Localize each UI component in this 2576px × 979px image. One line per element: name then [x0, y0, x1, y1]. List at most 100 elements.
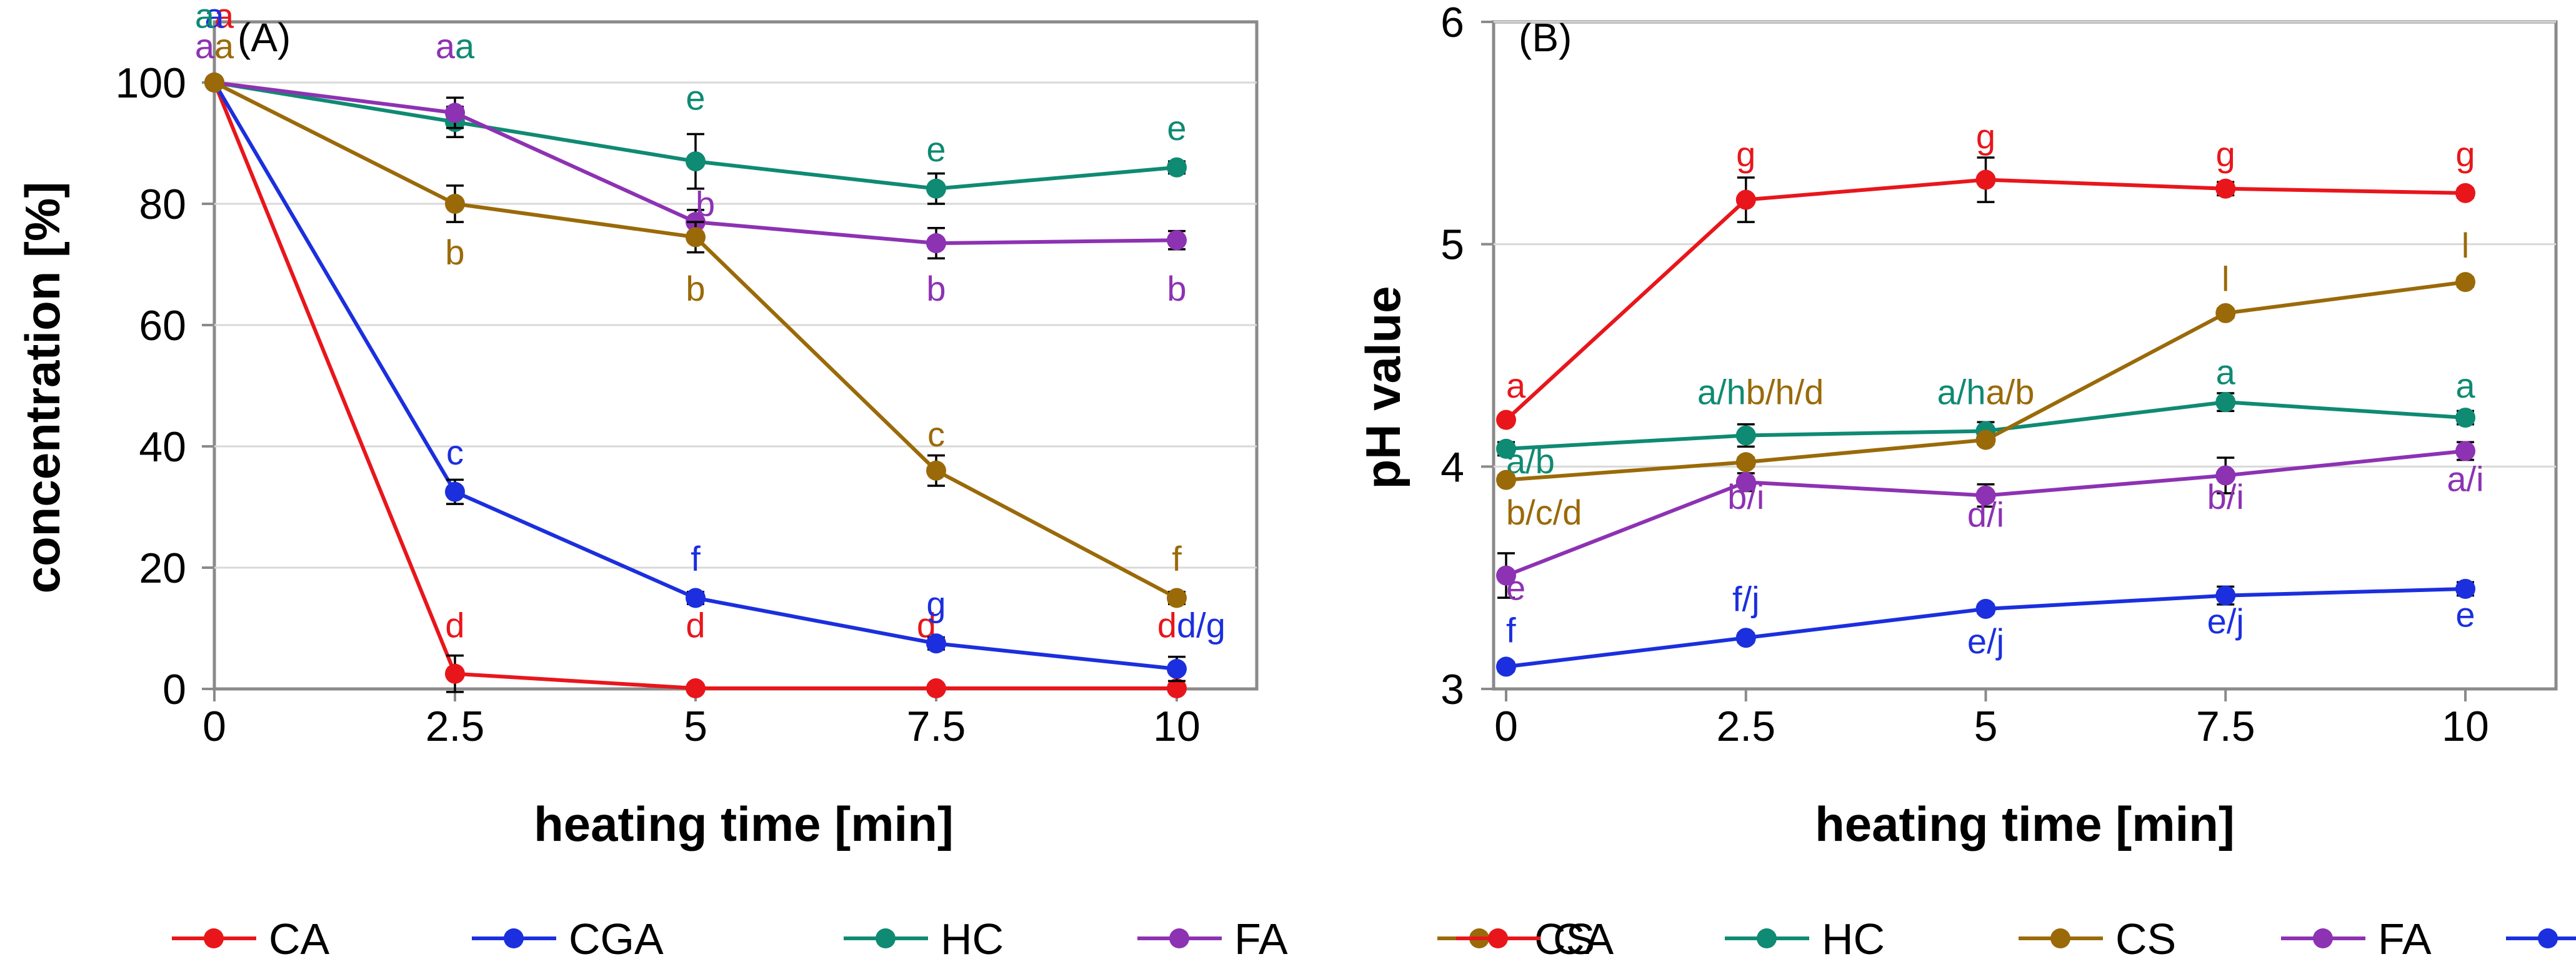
panel-a-data-point-hc — [686, 151, 706, 172]
panel-a-series-ca: ad d d d — [204, 0, 1187, 699]
panel-a-significance-label-fa: b — [696, 184, 715, 223]
panel-a-legend-label-cs: CS — [1534, 915, 1595, 963]
panel-b-significance-label-hc: a/h — [1937, 373, 1986, 412]
panel-a-x-axis-label: heating time [min] — [534, 796, 954, 851]
panel-b-data-point-cs — [1496, 469, 1516, 490]
panel-b-legend-item-fa: FA — [2281, 915, 2432, 963]
panel-a-x-tick-label: 0 — [202, 703, 226, 750]
panel-a-legend-item-ca: CA — [172, 915, 330, 963]
panel-a-legend-label-hc: HC — [941, 915, 1004, 963]
panel-b-y-tick-label: 3 — [1440, 666, 1464, 713]
panel-a-y-tick-label: 20 — [139, 545, 186, 592]
panel-a-data-point-cga — [686, 588, 706, 608]
panel-a-concentration-chart: (A) heating time [min] concentration [%]… — [15, 0, 1595, 963]
panel-b-data-point-cga — [1496, 656, 1516, 677]
panel-b-y-tick-label: 5 — [1440, 221, 1464, 269]
panel-b-legend-swatch-marker-cga — [2538, 928, 2558, 948]
panel-a-data-point-hc — [926, 178, 946, 199]
panel-a-significance-label-cga: a — [204, 0, 224, 36]
panel-a-data-point-cs — [1167, 588, 1187, 608]
panel-a-significance-label-hc: e — [1167, 108, 1186, 148]
panel-b-significance-label-fa: d/i — [1967, 495, 2004, 534]
panel-a-data-point-cga — [926, 633, 946, 654]
panel-a-significance-label-fa: b — [1167, 269, 1186, 308]
panel-a-series-cga: a c f g d/g — [204, 0, 1226, 683]
panel-b-legend-item-hc: HC — [1725, 915, 1885, 963]
panel-a-title: (A) — [237, 15, 291, 60]
panel-b-significance-label-cs: a/b — [1986, 373, 2035, 412]
panel-b-x-tick-label: 0 — [1494, 703, 1518, 750]
panel-a-significance-label-fa: a — [436, 26, 456, 66]
panel-b-significance-label-cs: l — [2462, 226, 2469, 265]
panel-b-significance-label-cga: f/j — [1732, 580, 1760, 619]
panel-b-legend-swatch-marker-cs — [2050, 928, 2070, 948]
panel-b-significance-label-cga: e — [2455, 595, 2475, 634]
panel-a-significance-label-hc: e — [686, 78, 705, 118]
panel-a-x-tick-label: 2.5 — [426, 703, 485, 750]
panel-b-data-point-fa — [1735, 472, 1756, 493]
panel-a-significance-label-hc: a — [195, 0, 215, 36]
panel-b-significance-label-ca: g — [2455, 134, 2475, 174]
panel-b-data-point-ca — [2215, 178, 2236, 199]
panel-b-data-point-ca — [1975, 169, 1996, 190]
panel-a-data-point-fa — [445, 103, 465, 123]
panel-a-x-tick-label: 10 — [1153, 703, 1201, 750]
panel-a-y-tick-label: 40 — [139, 423, 186, 471]
panel-a-data-point-cs — [445, 194, 465, 214]
panel-b-x-tick-label: 10 — [2442, 703, 2489, 750]
panel-b-significance-label-fa: e — [1506, 568, 1525, 608]
panel-a-significance-label-cga: d/g — [1177, 606, 1226, 645]
panel-b-data-point-fa — [1975, 485, 1996, 506]
panel-b-data-point-cs — [1975, 429, 1996, 450]
panel-a-significance-label-ca: d — [445, 606, 464, 645]
panel-b-data-point-cs — [2215, 303, 2236, 323]
panel-a-significance-label-cs: b — [445, 233, 464, 272]
panel-a-legend-item-hc: HC — [844, 915, 1004, 963]
panel-b-data-point-fa — [2455, 441, 2475, 461]
panel-b-series-hc: a/ba/h a/ha a — [1496, 353, 2475, 481]
panel-b-y-tick-label: 6 — [1440, 0, 1464, 46]
panel-a-significance-label-fa: b — [926, 269, 946, 308]
panel-b-x-tick-label: 5 — [1974, 703, 1998, 750]
panel-b-data-point-ca — [2455, 183, 2475, 203]
panel-b-significance-label-cs: b/c/d — [1506, 493, 1582, 532]
panel-a-significance-label-ca: d — [686, 606, 705, 645]
panel-b-x-axis-label: heating time [min] — [1815, 796, 2235, 851]
panel-b-significance-label-cga: e/j — [1967, 621, 2004, 661]
panel-a-legend-label-cga: CGA — [569, 915, 664, 963]
panel-a-data-point-cga — [445, 481, 465, 502]
panel-a-legend-item-cga: CGA — [472, 915, 664, 963]
panel-a-data-point-fa — [926, 233, 946, 254]
panel-b-legend-label-cs: CS — [2115, 915, 2176, 963]
panel-a-significance-label-hc: e — [926, 129, 946, 169]
panel-b-significance-label-cga: e/j — [2207, 601, 2244, 641]
panel-a-data-point-hc — [1167, 157, 1187, 178]
panel-a-legend-swatch-marker-fa — [1169, 928, 1189, 948]
panel-b-data-point-cga — [1735, 628, 1756, 648]
panel-b-legend-item-ca: CA — [1456, 915, 1614, 963]
panel-a-data-point-cs — [926, 460, 946, 481]
panel-a-data-point-ca — [1167, 678, 1187, 699]
panel-b-data-point-cs — [2455, 272, 2475, 293]
panel-b-legend-label-hc: HC — [1822, 915, 1885, 963]
panel-a-y-tick-label: 0 — [162, 666, 186, 713]
panel-b-data-point-hc — [1735, 425, 1756, 446]
panel-a-significance-label-fa: a — [195, 26, 215, 66]
panel-b-x-tick-label: 2.5 — [1716, 703, 1775, 750]
panel-a-legend-label-ca: CA — [269, 915, 330, 963]
panel-a-significance-label-cs: c — [927, 414, 945, 454]
panel-b-data-point-ca — [1496, 409, 1516, 430]
panel-a-significance-label-ca: d — [1157, 606, 1177, 645]
panel-b-series-ca: a g g g g — [1496, 117, 2475, 430]
panel-a-legend-label-fa: FA — [1234, 915, 1288, 963]
panel-b-significance-label-ca: g — [1736, 134, 1755, 174]
panel-b-series-cs: b/c/d b/h/d a/b l l — [1496, 226, 2475, 532]
panel-b-series-cga: f f/j e/j e/j e — [1496, 578, 2475, 677]
panel-a-legend-swatch-marker-cga — [504, 928, 524, 948]
panel-b-legend-swatch-marker-fa — [2313, 928, 2333, 948]
panel-b-data-point-fa — [1496, 565, 1516, 586]
panel-a-legend-swatch-marker-hc — [876, 928, 896, 948]
